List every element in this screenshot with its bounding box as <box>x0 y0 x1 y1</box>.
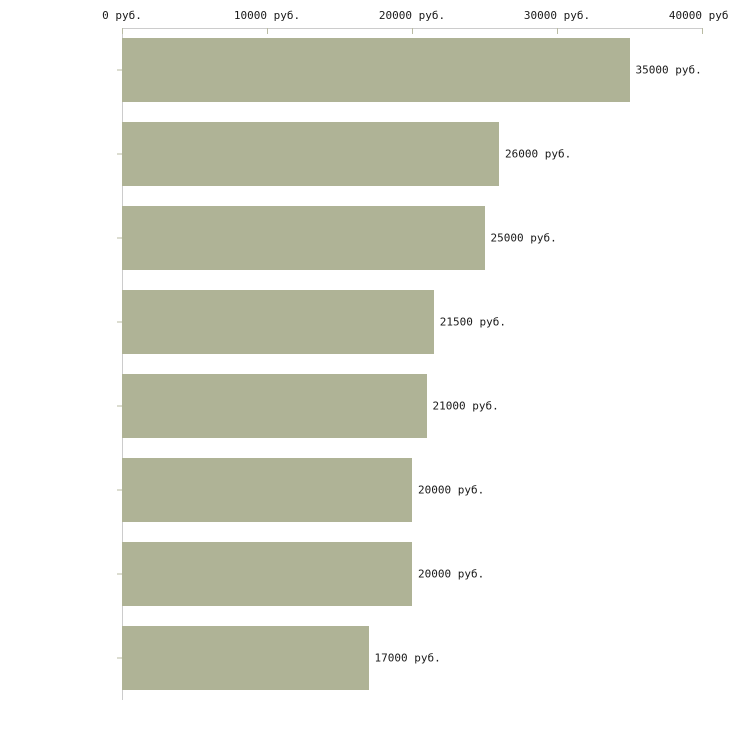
bar <box>122 206 485 270</box>
bar <box>122 542 412 606</box>
category-axis-tick <box>117 153 122 155</box>
value-axis-tick <box>122 28 123 34</box>
value-axis-tick <box>557 28 558 34</box>
category-axis-line <box>122 28 123 700</box>
category-axis-tick <box>117 321 122 323</box>
category-axis-tick <box>117 69 122 71</box>
category-axis-tick <box>117 237 122 239</box>
bar-value-label: 35000 руб. <box>635 63 702 77</box>
value-axis-tick-label: 40000 руб. <box>668 9 730 22</box>
bar-value-label: 17000 руб. <box>374 651 441 665</box>
bar-value-label: 21000 руб. <box>432 399 499 413</box>
bar-value-label: 20000 руб. <box>418 567 485 581</box>
category-axis-tick <box>117 405 122 407</box>
value-axis-tick <box>412 28 413 34</box>
bar <box>122 122 499 186</box>
value-axis-tick-label: 30000 руб. <box>523 9 591 22</box>
bar-value-label: 21500 руб. <box>439 315 506 329</box>
value-axis-tick <box>267 28 268 34</box>
bar <box>122 458 412 522</box>
value-axis-tick-label: 20000 руб. <box>378 9 446 22</box>
bar <box>122 290 434 354</box>
value-axis-tick <box>702 28 703 34</box>
bar <box>122 374 427 438</box>
value-axis-tick-label: 0 руб. <box>102 9 142 22</box>
bar <box>122 38 630 102</box>
category-axis-tick <box>117 657 122 659</box>
category-axis-tick <box>117 573 122 575</box>
category-axis-tick <box>117 489 122 491</box>
value-axis-tick-label: 10000 руб. <box>233 9 301 22</box>
bar-value-label: 20000 руб. <box>418 483 485 497</box>
bar <box>122 626 369 690</box>
bar-value-label: 26000 руб. <box>505 147 572 161</box>
bar-value-label: 25000 руб. <box>490 231 557 245</box>
